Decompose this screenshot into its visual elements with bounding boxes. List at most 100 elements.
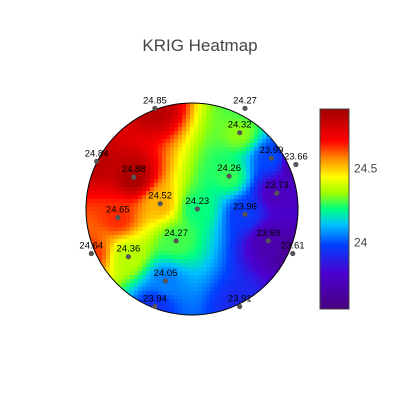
heat-cell xyxy=(110,275,115,280)
heat-cell xyxy=(134,159,139,164)
heat-cell xyxy=(122,179,127,184)
heat-cell xyxy=(234,187,239,192)
heat-cell xyxy=(250,159,255,164)
heat-cell xyxy=(106,187,111,192)
heat-cell xyxy=(258,215,263,220)
heat-cell xyxy=(214,191,219,196)
heat-cell xyxy=(206,163,211,168)
heat-cell xyxy=(130,231,135,236)
sample-point xyxy=(88,250,94,257)
heat-cell xyxy=(198,155,203,160)
heat-cell xyxy=(226,171,231,176)
heat-cell xyxy=(114,191,119,196)
heat-cell xyxy=(150,299,155,304)
heat-cell xyxy=(174,231,179,236)
heat-cell xyxy=(154,191,159,196)
heat-cell xyxy=(162,271,167,276)
heat-cell xyxy=(134,131,139,136)
heat-cell xyxy=(278,211,283,216)
heat-cell xyxy=(122,147,127,152)
heat-cell xyxy=(210,195,215,200)
heat-cell xyxy=(166,243,171,248)
heat-cell xyxy=(190,247,195,252)
heat-cell xyxy=(190,239,195,244)
heat-cell xyxy=(242,267,247,272)
heat-cell xyxy=(190,187,195,192)
heat-cell xyxy=(214,135,219,140)
heat-cell xyxy=(122,279,127,284)
heat-cell xyxy=(266,191,271,196)
heat-cell xyxy=(126,203,131,208)
heat-cell xyxy=(122,283,127,288)
heat-cell xyxy=(190,311,195,315)
heat-cell xyxy=(226,227,231,232)
heat-cell xyxy=(290,231,295,236)
heat-cell xyxy=(242,119,247,124)
heat-cell xyxy=(126,283,131,288)
heat-cell xyxy=(238,299,243,304)
heat-cell xyxy=(178,183,183,188)
heat-cell xyxy=(214,175,219,180)
heat-cell xyxy=(110,191,115,196)
heat-cell xyxy=(254,131,259,136)
heat-cell xyxy=(186,195,191,200)
heat-cell xyxy=(142,263,147,268)
heat-cell xyxy=(226,167,231,172)
heat-cell xyxy=(102,187,107,192)
heat-cell xyxy=(162,115,167,120)
heat-cell xyxy=(142,215,147,220)
heat-cell xyxy=(110,143,115,148)
heat-cell xyxy=(198,203,203,208)
heat-cell xyxy=(142,239,147,244)
heat-cell xyxy=(102,159,107,164)
heat-cell xyxy=(90,215,95,220)
heat-cell xyxy=(270,215,275,220)
heat-cell xyxy=(254,207,259,212)
heat-cell xyxy=(158,299,163,304)
heat-cell xyxy=(178,115,183,120)
heat-cell xyxy=(210,175,215,180)
heat-cell xyxy=(130,155,135,160)
heat-cell xyxy=(162,231,167,236)
heat-cell xyxy=(166,131,171,136)
heat-cell xyxy=(230,231,235,236)
heat-cell xyxy=(174,183,179,188)
heat-cell xyxy=(254,219,259,224)
heat-cell xyxy=(246,227,251,232)
heat-cell xyxy=(166,199,171,204)
heat-cell xyxy=(210,107,215,112)
heat-cell xyxy=(222,179,227,184)
sample-point xyxy=(242,211,248,217)
heat-cell xyxy=(202,287,207,292)
heat-cell xyxy=(278,203,283,208)
heat-cell xyxy=(102,251,107,256)
heat-cell xyxy=(198,191,203,196)
heat-cell xyxy=(210,279,215,284)
heat-cell xyxy=(210,283,215,288)
heat-cell xyxy=(266,243,271,248)
heat-cell xyxy=(182,139,187,144)
heat-cell xyxy=(146,179,151,184)
heat-cell xyxy=(202,311,207,315)
heat-cell xyxy=(138,283,143,288)
heat-cell xyxy=(114,235,119,240)
heat-cell xyxy=(182,227,187,232)
heat-cell xyxy=(238,135,243,140)
heat-cell xyxy=(158,283,163,288)
heat-cell xyxy=(162,123,167,128)
heat-cell xyxy=(274,215,279,220)
heat-cell xyxy=(218,307,223,312)
heat-cell xyxy=(90,227,95,232)
heat-cell xyxy=(94,167,99,172)
heat-cell xyxy=(170,159,175,164)
heat-cell xyxy=(230,159,235,164)
heat-cell xyxy=(150,215,155,220)
heat-cell xyxy=(294,219,298,224)
heat-cell xyxy=(114,199,119,204)
heat-cell xyxy=(94,215,99,220)
sample-value-label: 24.65 xyxy=(106,204,130,215)
heat-cell xyxy=(166,107,171,112)
heat-cell xyxy=(122,151,127,156)
heat-cell xyxy=(250,291,255,296)
heat-cell xyxy=(186,147,191,152)
